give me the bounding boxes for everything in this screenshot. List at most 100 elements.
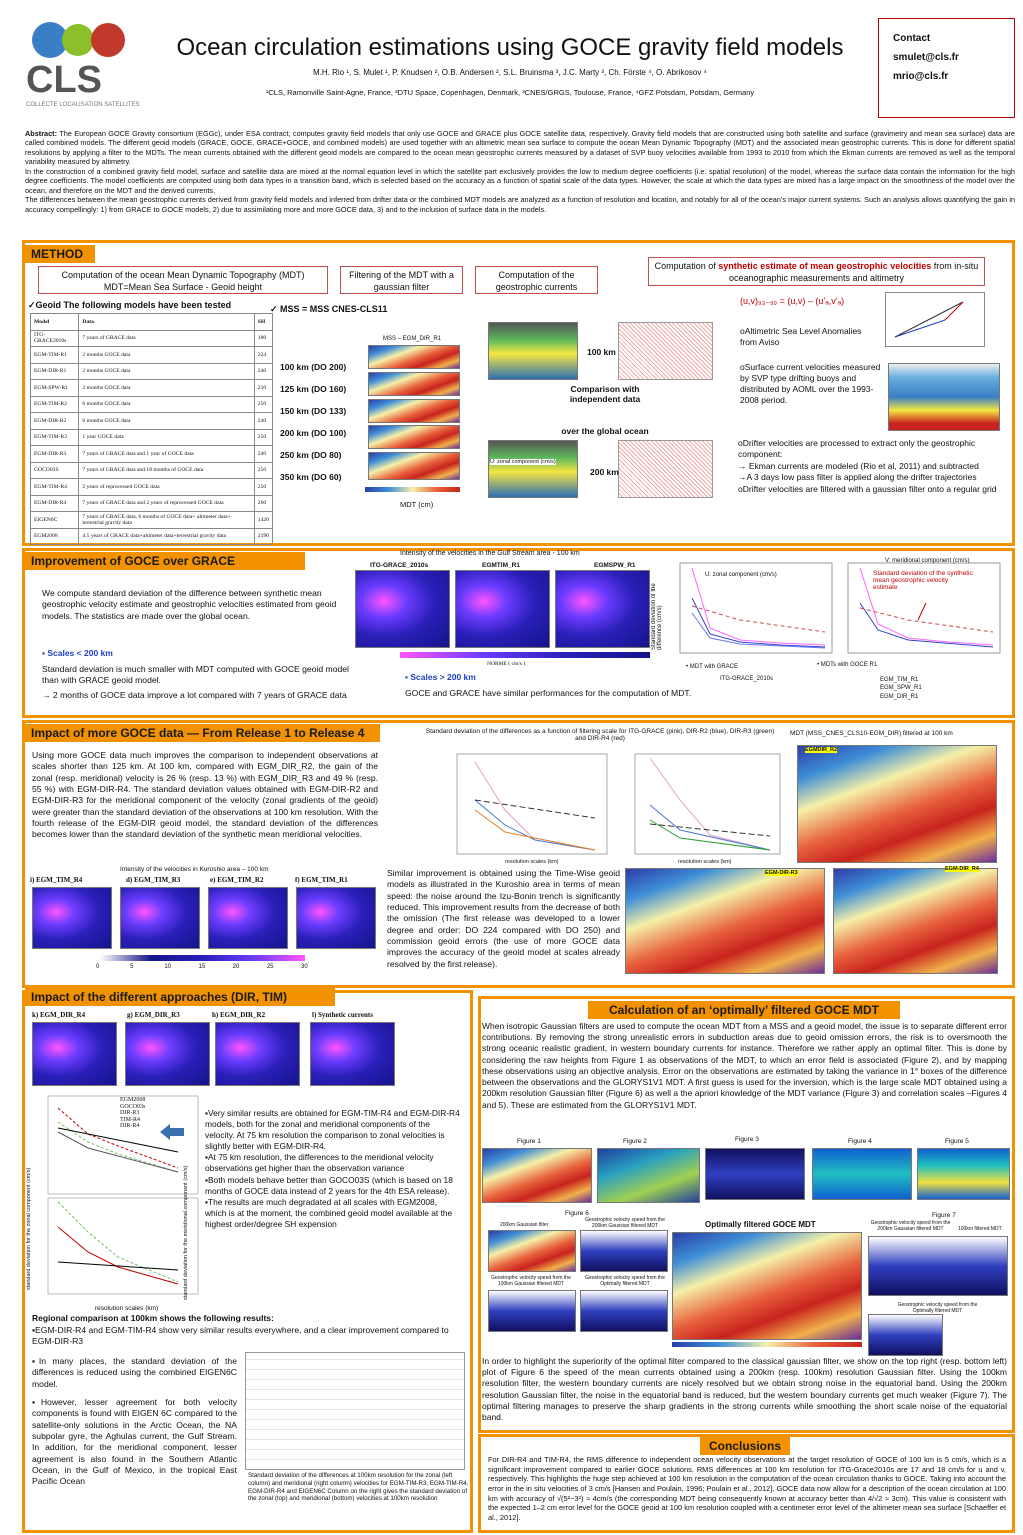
map-figure — [120, 887, 200, 949]
abstract-paragraph: The differences between the mean geostro… — [25, 195, 1015, 214]
table-header-cell: Data — [78, 313, 255, 331]
curve — [649, 804, 771, 851]
table-cell: 7 years of GRACE data and 2 years of rep… — [78, 494, 255, 512]
section-heading: Impact of the different approaches (DIR,… — [25, 988, 335, 1006]
x-axis-label: resolution scales (km) — [95, 1305, 159, 1312]
table-row: EGM-TIM-R2 6 months GOCE data 250 — [29, 395, 274, 413]
figure-label: Figure 6 — [565, 1210, 589, 1217]
table-row: EGM-SPW-R1 2 months GOCE data 210 — [29, 379, 274, 397]
colorbar-tick-label: 10 — [164, 964, 172, 970]
contact-email: smulet@cls.fr — [893, 52, 959, 63]
map-figure — [368, 372, 460, 396]
legend-entry: DIR-R4 — [120, 1123, 140, 1130]
figure-title: Intensity of the velocities in the Gulf … — [400, 550, 580, 557]
table-row: EGM-DIR-R1 2 months GOCE data 240 — [29, 362, 274, 380]
scale-label: 250 km (DO 80) — [280, 450, 342, 460]
map-figure — [355, 570, 450, 648]
paragraph: Similar improvement is obtained using th… — [387, 868, 620, 969]
paragraph: ▪In many places, the standard deviation … — [32, 1356, 237, 1389]
abstract-label: Abstract: — [25, 129, 58, 138]
curve — [649, 819, 771, 851]
map-figure — [597, 1148, 700, 1203]
synthetic-box: Computation of synthetic estimate of mea… — [648, 257, 985, 286]
paragraph: Standard deviation is much smaller with … — [42, 664, 349, 686]
logo-globe — [91, 23, 125, 57]
scale-label: 150 km (DO 133) — [280, 406, 347, 416]
legend-entry: GOCO03s — [120, 1103, 146, 1110]
vector — [894, 301, 964, 338]
table-cell: 2 months GOCE data — [78, 379, 255, 397]
bullets: ▪Very similar results are obtained for E… — [205, 1108, 460, 1230]
table-cell: EGM-SPW-R1 — [29, 379, 80, 397]
map-title: U: zonal component (cm/s) — [490, 459, 556, 465]
curve — [691, 597, 826, 648]
diagram-frame — [885, 292, 985, 347]
logo-text: CLS — [26, 59, 102, 101]
paragraph: → 2 months of GOCE data improve a lot co… — [42, 690, 347, 700]
map-figure — [482, 1148, 592, 1203]
vector — [944, 301, 964, 321]
map-figure — [797, 745, 997, 863]
approach-plots — [47, 1095, 199, 1295]
contact-box: Contact smulet@cls.fr mrio@cls.fr — [878, 18, 1015, 118]
std-plots — [456, 753, 781, 855]
table-cell: EGM-TIM-R1 — [29, 346, 80, 364]
map-figure — [705, 1148, 805, 1200]
colorbar — [400, 652, 650, 658]
map-figure — [868, 1314, 943, 1356]
map-title: g) EGM_DIR_R3 — [127, 1011, 180, 1019]
map-figure — [32, 887, 112, 949]
map-title: e) EGM_TIM_R2 — [210, 876, 264, 884]
map-figure — [368, 345, 460, 369]
abstract: Abstract: The European GOCE Gravity cons… — [25, 129, 1015, 231]
table-cell: GOCO03S — [29, 461, 80, 479]
map-figure — [488, 1290, 576, 1332]
map-figure — [488, 440, 578, 498]
subheading: ▪ Scales > 200 km — [405, 672, 476, 682]
table-cell: ITG-GRACE2010s — [29, 329, 80, 347]
map-caption: 100km filtered MDT — [958, 1226, 1002, 1232]
table-cell: 2 months GOCE data — [78, 346, 255, 364]
map-figure — [125, 1022, 210, 1086]
resolution-label: 200 km — [590, 467, 619, 477]
table-cell: 180 — [253, 329, 274, 347]
map-figure — [208, 887, 288, 949]
figure-label: Figure 3 — [735, 1136, 759, 1143]
colorbar-label: NORME ( cm/s ) — [487, 661, 526, 667]
map-figure — [488, 1230, 576, 1272]
map-figure — [672, 1232, 862, 1340]
step-box: Computation of the ocean Mean Dynamic To… — [38, 266, 328, 294]
curve — [57, 1131, 179, 1173]
table-row: EGM2008 4.5 years of GRACE data+altimeter… — [29, 527, 274, 545]
step-text: Computation of — [654, 261, 719, 271]
table-cell: EGM-DIR-R4 — [29, 494, 80, 512]
plot-frame — [679, 562, 833, 654]
legend-entry: EGM_SPW_R1 — [880, 685, 922, 692]
scale-label: 100 km (DO 200) — [280, 362, 347, 372]
map-figure — [368, 425, 460, 449]
map-title: ITG-GRACE_2010s — [370, 562, 429, 569]
map-figure — [580, 1230, 668, 1272]
curve — [859, 602, 994, 648]
x-axis-label: resolution scales (km) — [505, 859, 559, 865]
table-cell: EGM-DIR-R1 — [29, 362, 80, 380]
subheading: ▪ Scales < 200 km — [42, 648, 113, 658]
section-heading: Calculation of an ‘optimally’ filtered G… — [588, 1001, 900, 1019]
map-title: f) EGM_TIM_R1 — [295, 876, 348, 884]
table-cell: 240 — [253, 362, 274, 380]
map-caption: Geostrophic velocity speed from the 200k… — [870, 1220, 951, 1232]
table-header-cell: Model — [29, 313, 80, 331]
y-axis-label: Standard deviation of the difference (cm… — [651, 583, 663, 650]
table-cell: EGM2008 — [29, 527, 80, 545]
abstract-paragraph: Abstract: The European GOCE Gravity cons… — [25, 129, 1015, 167]
map-figure — [488, 322, 578, 380]
curve — [57, 1107, 179, 1169]
arrow — [160, 1124, 184, 1140]
figure-caption: Standard deviation of the differences as… — [425, 728, 775, 742]
scale-list: 100 km (DO 200) 125 km (DO 160) 150 km (DO… — [280, 356, 362, 488]
colorbar-ticks: 0 5 10 15 20 25 30 — [96, 964, 308, 973]
curve — [57, 1261, 179, 1271]
map-caption: Geostrophic velocity speed from the Opti… — [897, 1302, 978, 1314]
plot-u — [679, 562, 833, 654]
map-title: Optimally filtered GOCE MDT — [705, 1220, 816, 1229]
